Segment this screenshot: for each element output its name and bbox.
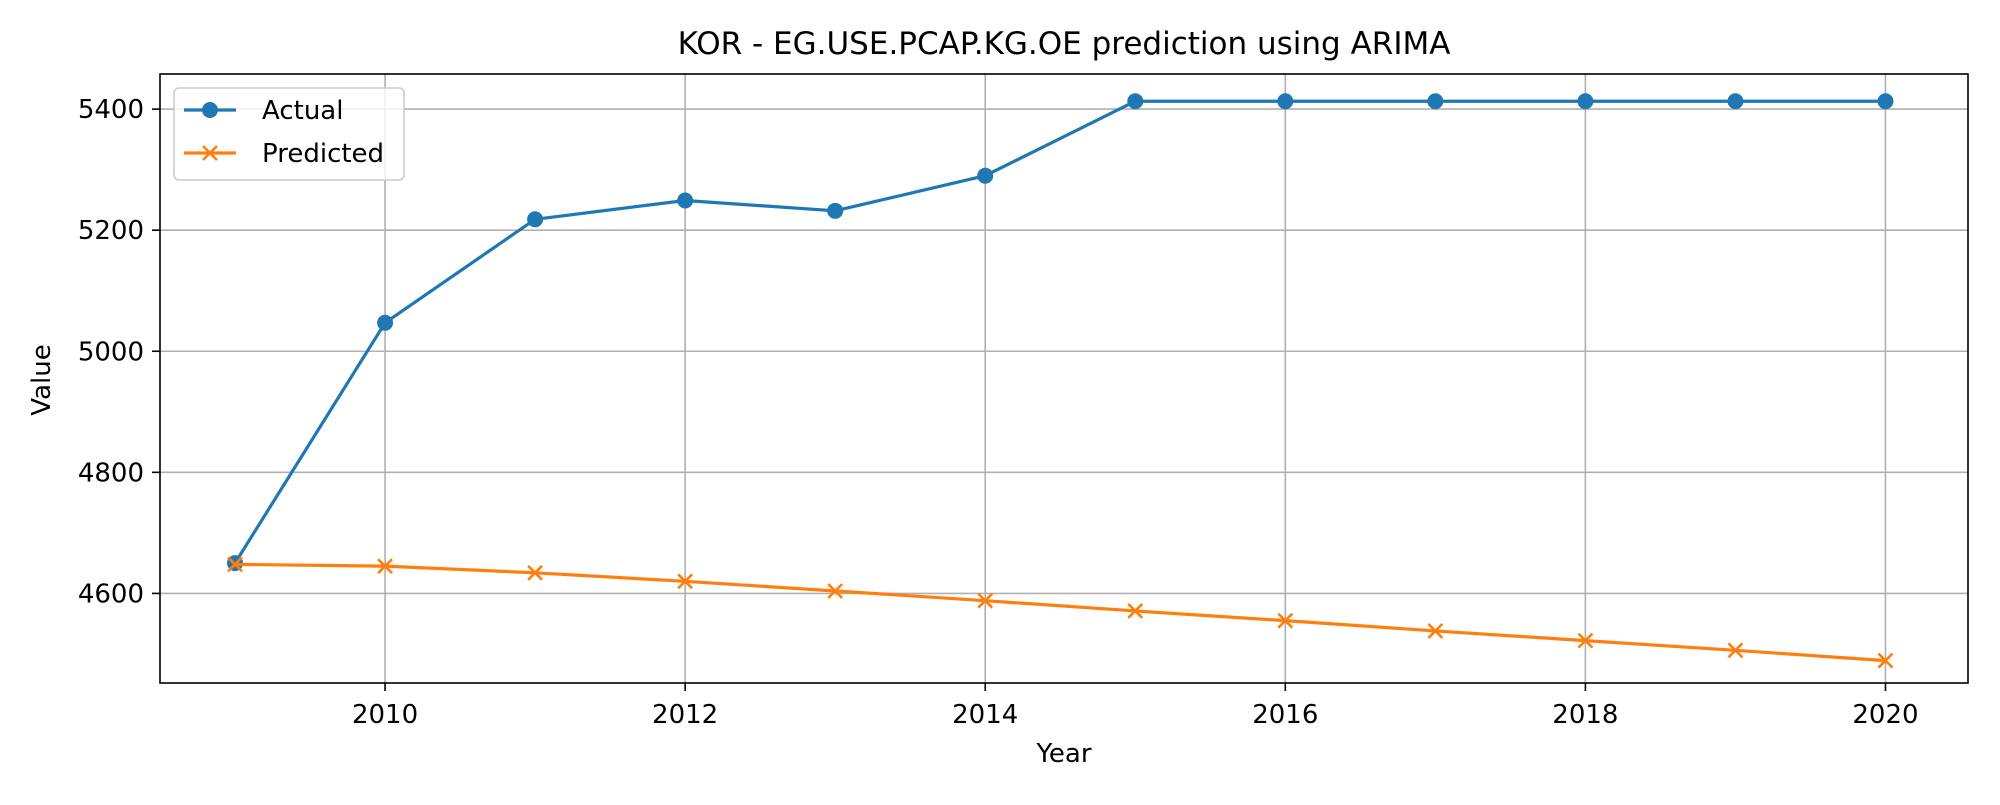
x-tick-label: 2012 <box>652 700 718 730</box>
actual-point <box>1277 93 1294 110</box>
legend: Actual Predicted <box>173 87 405 181</box>
actual-line <box>233 99 1886 564</box>
axes-layer: 2010 2012 2014 2016 2018 2020 4600 4800 5000 5200… <box>78 73 1969 730</box>
legend-label: Predicted <box>262 139 384 169</box>
y-tick-label: 4600 <box>78 579 144 609</box>
legend-marker-circle <box>202 102 218 118</box>
predicted-point <box>827 583 844 599</box>
y-axis-label: Value <box>27 344 57 415</box>
actual-point <box>827 202 844 219</box>
x-tick-label: 2010 <box>352 700 418 730</box>
chart-title: KOR - EG.USE.PCAP.KG.OE prediction using… <box>678 26 1451 62</box>
series-layer <box>227 93 1894 669</box>
x-tick-label: 2020 <box>1852 700 1918 730</box>
actual-point <box>677 192 694 209</box>
x-tick-label: 2014 <box>952 700 1018 730</box>
actual-point <box>1427 93 1444 110</box>
legend-marker-x <box>202 145 218 161</box>
predicted-line <box>235 562 1886 663</box>
x-tick-label: 2018 <box>1552 700 1618 730</box>
predicted-point <box>227 556 243 573</box>
y-tick-label: 5000 <box>78 337 144 367</box>
actual-point <box>1577 93 1594 110</box>
y-tick-label: 5400 <box>78 95 144 125</box>
actual-point <box>527 211 544 228</box>
predicted-point <box>1877 652 1894 669</box>
predicted-point <box>1277 612 1294 629</box>
y-tick-label: 5200 <box>78 216 144 246</box>
predicted-point <box>1427 623 1444 639</box>
actual-point <box>1877 93 1894 110</box>
legend-label: Actual <box>262 96 343 126</box>
x-axis-label: Year <box>1035 739 1091 769</box>
predicted-point <box>1577 632 1594 649</box>
actual-point <box>1727 93 1744 110</box>
predicted-point <box>1727 642 1744 659</box>
actual-point <box>377 314 394 331</box>
predicted-point <box>677 573 694 590</box>
predicted-point <box>377 558 393 575</box>
legend-item-predicted: Predicted <box>184 139 384 169</box>
actual-point <box>1127 93 1144 110</box>
x-tick-label: 2016 <box>1252 700 1318 730</box>
actual-point <box>977 167 994 184</box>
predicted-point <box>1127 603 1144 619</box>
legend-item-actual: Actual <box>184 96 343 126</box>
series-predicted <box>227 556 1894 669</box>
y-tick-label: 4800 <box>78 458 144 488</box>
predicted-point <box>527 564 544 581</box>
predicted-point <box>977 592 994 609</box>
plot-frame <box>159 73 1969 684</box>
